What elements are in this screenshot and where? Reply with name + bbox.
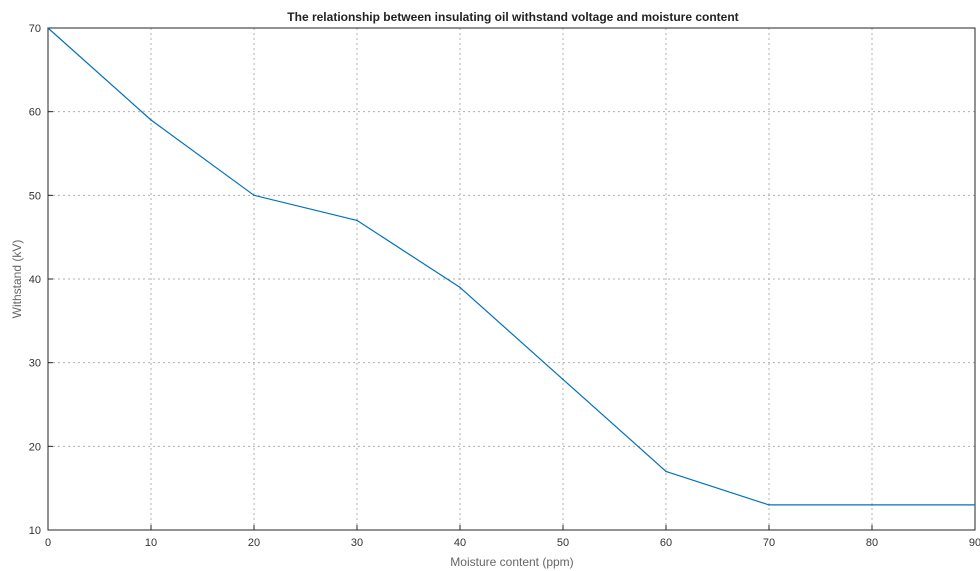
chart-title: The relationship between insulating oil … [287, 10, 738, 24]
x-tick-label: 60 [660, 537, 672, 549]
y-tick-label: 30 [29, 358, 41, 370]
x-tick-label: 80 [866, 537, 878, 549]
series-line [47, 27, 975, 506]
y-tick-label: 20 [29, 441, 41, 453]
data-point [253, 194, 255, 197]
y-tick-label: 40 [29, 274, 41, 286]
data-point [356, 219, 358, 222]
x-axis-ticks: 0 10 20 30 40 50 60 70 80 90 [45, 525, 980, 549]
x-tick-label: 0 [45, 537, 51, 549]
x-tick-label: 90 [969, 537, 980, 549]
data-point [459, 286, 461, 289]
y-tick-label: 60 [29, 107, 41, 119]
data-point [871, 504, 873, 506]
data-point [665, 470, 667, 473]
y-tick-label: 50 [29, 190, 41, 202]
data-point [562, 378, 564, 381]
x-tick-label: 30 [351, 537, 363, 549]
x-axis-label: Moisture content (ppm) [450, 555, 573, 569]
data-series [47, 27, 976, 506]
x-tick-label: 10 [145, 537, 157, 549]
y-tick-label: 70 [29, 23, 41, 35]
y-axis-label: Withstand (kV) [10, 240, 24, 319]
data-point [768, 504, 770, 506]
x-tick-label: 70 [763, 537, 775, 549]
x-tick-label: 40 [454, 537, 466, 549]
y-tick-label: 10 [29, 525, 41, 537]
y-axis-ticks: 10 20 30 40 50 60 70 [29, 23, 53, 537]
data-point [47, 27, 49, 29]
x-tick-label: 50 [557, 537, 569, 549]
x-tick-label: 20 [248, 537, 260, 549]
data-point [150, 119, 152, 121]
data-point [974, 504, 976, 506]
grid-lines [48, 28, 975, 530]
